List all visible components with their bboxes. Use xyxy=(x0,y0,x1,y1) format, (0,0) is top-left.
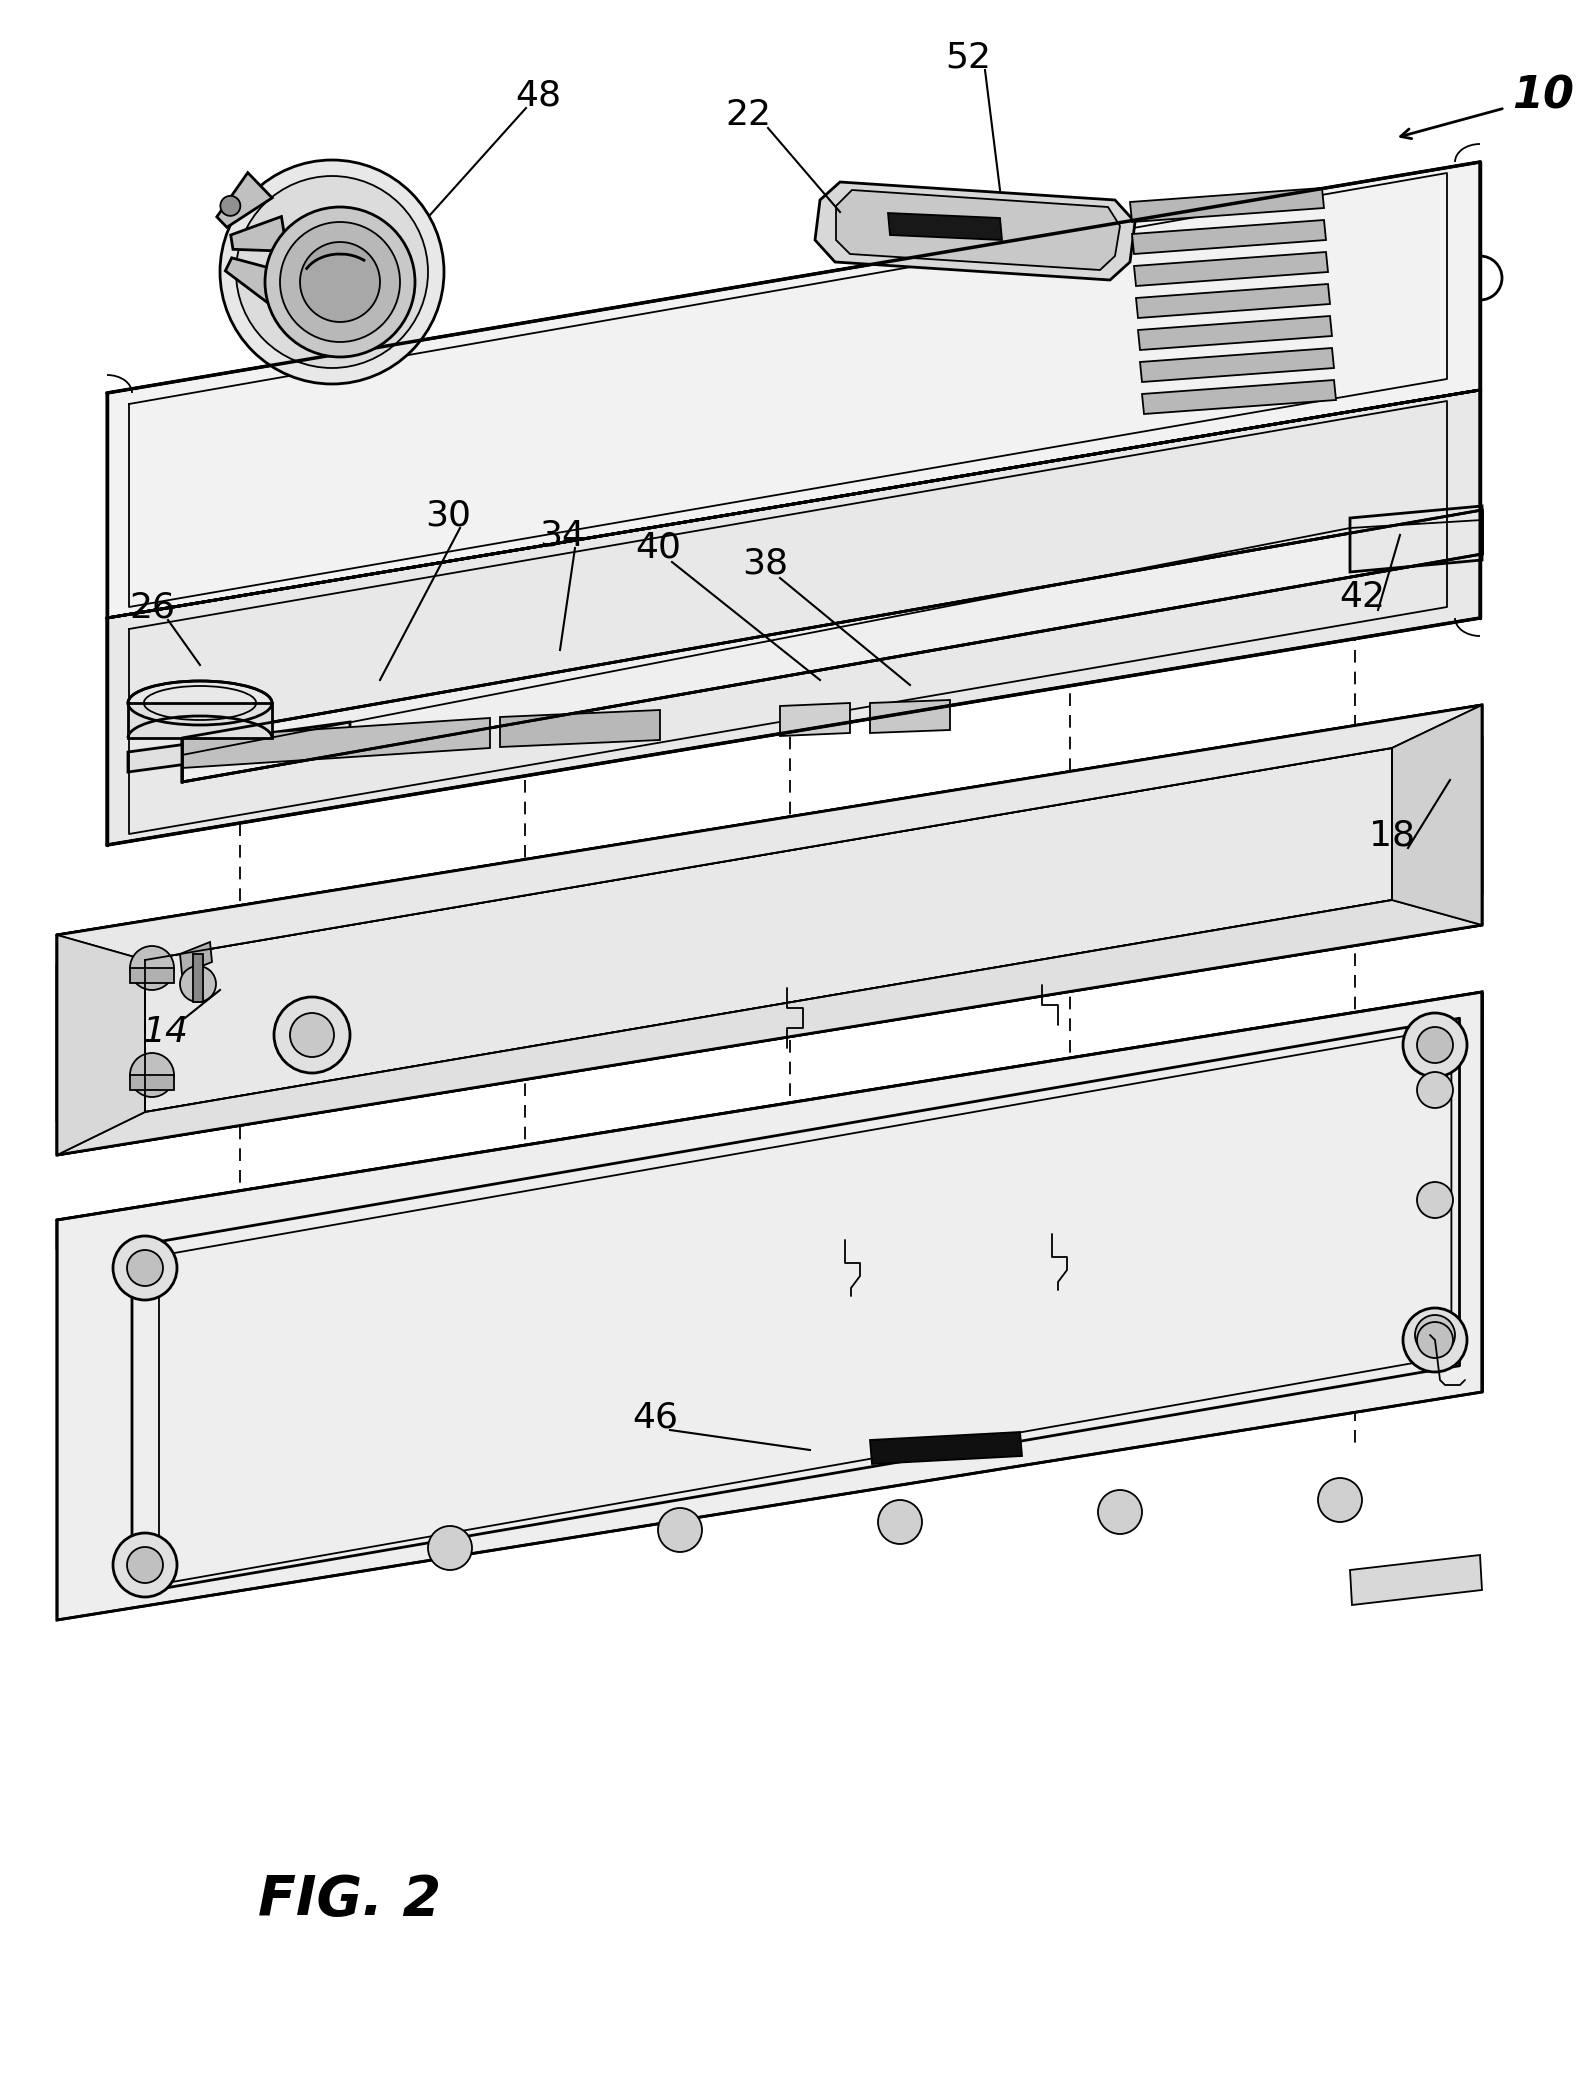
Text: 14: 14 xyxy=(143,1014,189,1048)
Circle shape xyxy=(1416,1323,1453,1358)
Circle shape xyxy=(1404,1012,1467,1077)
Polygon shape xyxy=(57,991,1481,1620)
Polygon shape xyxy=(1140,348,1334,381)
Text: 18: 18 xyxy=(1369,817,1415,851)
Polygon shape xyxy=(57,935,144,1155)
Circle shape xyxy=(290,1012,335,1056)
Polygon shape xyxy=(1393,704,1481,924)
Text: 34: 34 xyxy=(539,518,585,551)
Circle shape xyxy=(130,945,174,989)
Polygon shape xyxy=(1350,505,1481,572)
Polygon shape xyxy=(871,700,950,734)
Circle shape xyxy=(274,998,351,1073)
Polygon shape xyxy=(780,702,850,736)
Polygon shape xyxy=(144,748,1393,1113)
Text: 30: 30 xyxy=(425,499,471,532)
Polygon shape xyxy=(57,704,1481,1155)
Circle shape xyxy=(1416,1027,1453,1063)
Polygon shape xyxy=(182,719,490,767)
Polygon shape xyxy=(130,968,174,983)
Polygon shape xyxy=(1142,379,1335,415)
Text: FIG. 2: FIG. 2 xyxy=(259,1874,441,1926)
Circle shape xyxy=(265,208,416,356)
Circle shape xyxy=(1416,1182,1453,1218)
Polygon shape xyxy=(815,182,1136,281)
Polygon shape xyxy=(57,991,1481,1247)
Polygon shape xyxy=(1139,316,1332,350)
Polygon shape xyxy=(836,191,1120,270)
Circle shape xyxy=(113,1237,178,1300)
Circle shape xyxy=(428,1526,473,1570)
Circle shape xyxy=(879,1501,921,1545)
Circle shape xyxy=(220,159,444,384)
Circle shape xyxy=(220,195,241,216)
Circle shape xyxy=(1415,1314,1454,1354)
Polygon shape xyxy=(230,216,287,252)
Polygon shape xyxy=(106,390,1480,845)
Polygon shape xyxy=(193,954,203,1002)
Circle shape xyxy=(1404,1308,1467,1373)
Polygon shape xyxy=(500,711,660,746)
Circle shape xyxy=(127,1249,163,1287)
Circle shape xyxy=(281,222,400,342)
Text: 10: 10 xyxy=(1511,75,1573,117)
Circle shape xyxy=(1098,1490,1142,1534)
Circle shape xyxy=(236,176,428,369)
Circle shape xyxy=(1416,1071,1453,1109)
Polygon shape xyxy=(1132,220,1326,254)
Circle shape xyxy=(127,1547,163,1582)
Polygon shape xyxy=(1136,283,1331,319)
Polygon shape xyxy=(128,702,273,738)
Circle shape xyxy=(1318,1478,1362,1522)
Polygon shape xyxy=(57,899,1481,1155)
Polygon shape xyxy=(182,509,1481,782)
Polygon shape xyxy=(871,1432,1021,1463)
Polygon shape xyxy=(128,721,351,771)
Polygon shape xyxy=(179,941,213,975)
Polygon shape xyxy=(106,161,1480,618)
Circle shape xyxy=(658,1507,703,1551)
Polygon shape xyxy=(225,258,284,304)
Polygon shape xyxy=(144,748,1393,1113)
Circle shape xyxy=(179,966,216,1002)
Polygon shape xyxy=(888,214,1002,241)
Text: 52: 52 xyxy=(945,40,991,73)
Text: 42: 42 xyxy=(1339,581,1385,614)
Polygon shape xyxy=(1134,252,1327,285)
Polygon shape xyxy=(217,172,273,226)
Polygon shape xyxy=(130,1075,174,1090)
Text: 48: 48 xyxy=(515,78,561,111)
Circle shape xyxy=(113,1532,178,1597)
Polygon shape xyxy=(57,738,1481,1119)
Text: 26: 26 xyxy=(128,591,174,625)
Polygon shape xyxy=(1129,189,1324,222)
Text: 22: 22 xyxy=(725,99,771,132)
Circle shape xyxy=(300,241,381,323)
Text: 40: 40 xyxy=(634,530,680,566)
Circle shape xyxy=(130,1052,174,1096)
Polygon shape xyxy=(1350,1555,1481,1606)
Text: 38: 38 xyxy=(742,547,788,581)
Polygon shape xyxy=(57,704,1481,960)
Text: 46: 46 xyxy=(631,1400,677,1436)
